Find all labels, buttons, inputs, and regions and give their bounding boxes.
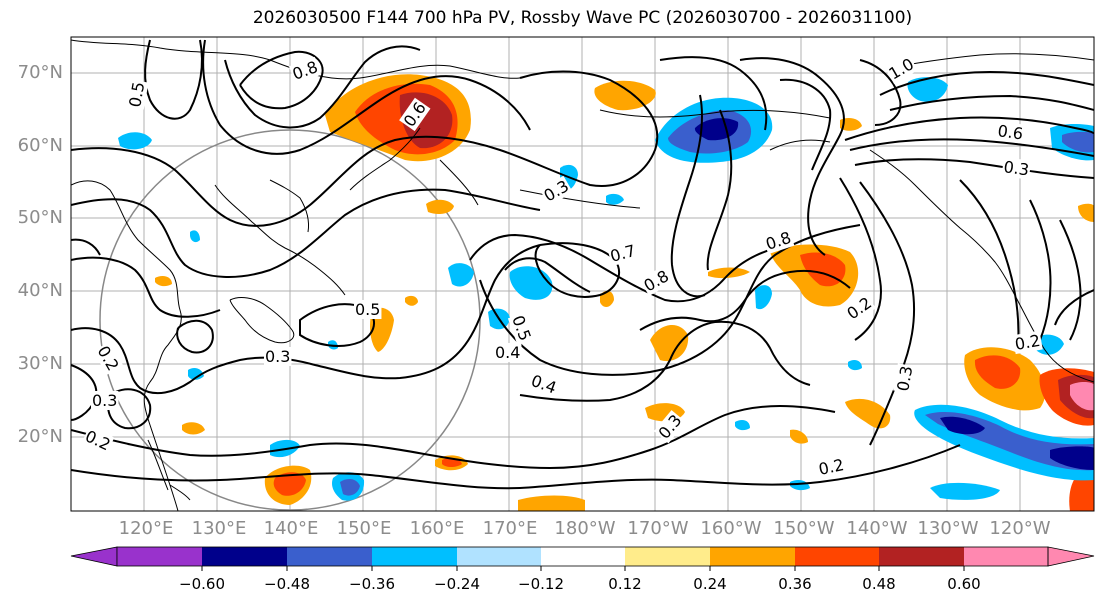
contour-label-bg xyxy=(815,454,847,480)
lon-label: 180°W xyxy=(554,518,616,539)
contour-label: 0.2 xyxy=(817,455,846,479)
contour-label-bg xyxy=(995,121,1026,144)
lat-label: 40°N xyxy=(17,280,63,301)
contour-label: 0.2 xyxy=(1013,331,1041,354)
lon-label: 120°W xyxy=(989,518,1051,539)
lon-label: 130°E xyxy=(191,518,247,539)
colorbar-bin xyxy=(625,547,710,566)
contour-label-bg xyxy=(93,341,124,375)
lon-label: 170°E xyxy=(482,518,538,539)
negative-anomalies xyxy=(118,77,1094,501)
reference-circle xyxy=(99,129,481,511)
colorbar-tick-label: −0.48 xyxy=(264,575,310,593)
map-frame xyxy=(70,36,1095,512)
lat-label: 20°N xyxy=(17,426,63,447)
contour-label-bg xyxy=(399,97,431,132)
colorbar-bin xyxy=(457,547,541,566)
colorbar-tick-label: −0.60 xyxy=(179,575,225,593)
contour-label-bg xyxy=(527,370,560,398)
lon-label: 120°E xyxy=(118,518,174,539)
colorbar-extend-low xyxy=(70,546,118,567)
colorbar-bin xyxy=(879,547,964,566)
colorbar-extend-high xyxy=(1047,546,1095,567)
colorbar-bin xyxy=(541,547,625,566)
lon-label: 140°W xyxy=(846,518,908,539)
contour-label-bg xyxy=(639,265,673,296)
lon-label: 140°E xyxy=(263,518,319,539)
lon-label: 150°W xyxy=(773,518,835,539)
colorbar xyxy=(70,546,1095,571)
colorbar-bin xyxy=(372,547,457,566)
contour-label-bg xyxy=(842,292,876,324)
chart-title: 2026030500 F144 700 hPa PV, Rossby Wave … xyxy=(252,8,913,28)
colorbar-tick-label: 0.60 xyxy=(947,575,981,593)
colorbar-bin xyxy=(964,547,1048,566)
contour-label-bg xyxy=(884,53,918,84)
colorbar-tick-label: −0.24 xyxy=(434,575,480,593)
contour-label-bg xyxy=(264,347,292,366)
lat-label: 30°N xyxy=(17,353,63,374)
contour-label-bg xyxy=(125,79,149,110)
lat-label: 70°N xyxy=(17,62,63,83)
colorbar-tick-label: −0.36 xyxy=(349,575,395,593)
contour-label-bg xyxy=(607,240,639,267)
contour-label-bg xyxy=(354,300,382,319)
colorbar-bin xyxy=(287,547,372,566)
contour-label-bg xyxy=(91,391,119,410)
colorbar-frame xyxy=(116,546,1049,567)
contour-label: 0.5 xyxy=(355,300,380,319)
contour-label: 0.3 xyxy=(893,364,916,392)
contour-label: 0.3 xyxy=(92,391,117,410)
contour-label-bg xyxy=(1001,157,1032,180)
contour-label-bg xyxy=(494,343,522,362)
contour-label-bg xyxy=(81,425,115,455)
lat-label: 60°N xyxy=(17,135,63,156)
contour-label-bg xyxy=(539,175,573,206)
colorbar-bin xyxy=(117,547,202,566)
lon-label: 160°W xyxy=(700,518,762,539)
colorbar-bin xyxy=(710,547,795,566)
pv-contours xyxy=(71,39,1094,490)
contour-label: 0.3 xyxy=(1002,157,1030,179)
lon-label: 170°W xyxy=(627,518,689,539)
map-area: 0.5 0.8 0.6 1.0 0.3 0.7 0.8 0.8 0.6 0.3 … xyxy=(71,37,1094,511)
contour-label: 0.3 xyxy=(265,347,290,366)
contour-label: 0.5 xyxy=(125,80,148,108)
lat-label: 50°N xyxy=(17,207,63,228)
colorbar-bin xyxy=(202,547,287,566)
contour-label-bg xyxy=(653,410,687,444)
contour-label-bg xyxy=(762,227,795,255)
colorbar-tick-label: 0.12 xyxy=(608,575,642,593)
contour-label: 0.6 xyxy=(996,121,1024,143)
lon-label: 130°W xyxy=(917,518,979,539)
colorbar-tick-label: −0.12 xyxy=(518,575,564,593)
colorbar-tick-label: 0.24 xyxy=(693,575,727,593)
lon-label: 150°E xyxy=(336,518,392,539)
colorbar-tick-label: 0.36 xyxy=(778,575,812,593)
contour-label-bg xyxy=(507,311,536,345)
contour-label-bg xyxy=(288,56,322,85)
contour-label: 0.4 xyxy=(495,343,520,362)
contour-label-bg xyxy=(1012,330,1043,355)
contour-label-bg xyxy=(893,363,917,394)
colorbar-tick-label: 0.48 xyxy=(862,575,896,593)
colorbar-bin xyxy=(795,547,879,566)
lon-label: 160°E xyxy=(409,518,465,539)
